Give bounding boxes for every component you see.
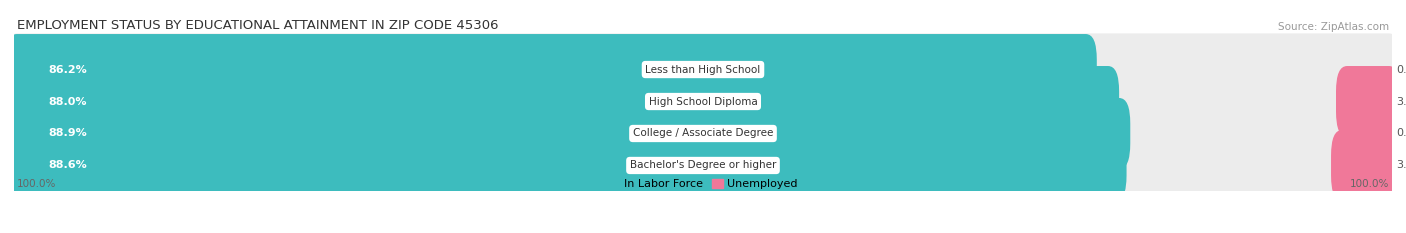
Text: 3.4%: 3.4% bbox=[1396, 96, 1406, 106]
Text: 86.2%: 86.2% bbox=[48, 65, 87, 75]
Text: 3.8%: 3.8% bbox=[1396, 161, 1406, 171]
Text: High School Diploma: High School Diploma bbox=[648, 96, 758, 106]
Text: 0.0%: 0.0% bbox=[1396, 128, 1406, 138]
Text: 100.0%: 100.0% bbox=[17, 178, 56, 188]
FancyBboxPatch shape bbox=[6, 130, 1126, 201]
FancyBboxPatch shape bbox=[6, 34, 1097, 105]
Text: 100.0%: 100.0% bbox=[1350, 178, 1389, 188]
Text: 0.0%: 0.0% bbox=[1396, 65, 1406, 75]
Text: 88.0%: 88.0% bbox=[48, 96, 87, 106]
FancyBboxPatch shape bbox=[6, 98, 1130, 169]
FancyBboxPatch shape bbox=[6, 65, 1400, 138]
Text: 88.9%: 88.9% bbox=[48, 128, 87, 138]
Text: College / Associate Degree: College / Associate Degree bbox=[633, 128, 773, 138]
FancyBboxPatch shape bbox=[6, 97, 1400, 170]
FancyBboxPatch shape bbox=[6, 33, 1400, 106]
Legend: In Labor Force, Unemployed: In Labor Force, Unemployed bbox=[603, 175, 803, 194]
Text: Bachelor's Degree or higher: Bachelor's Degree or higher bbox=[630, 161, 776, 171]
Text: Less than High School: Less than High School bbox=[645, 65, 761, 75]
FancyBboxPatch shape bbox=[6, 66, 1119, 137]
FancyBboxPatch shape bbox=[6, 129, 1400, 202]
Text: 88.6%: 88.6% bbox=[48, 161, 87, 171]
Text: EMPLOYMENT STATUS BY EDUCATIONAL ATTAINMENT IN ZIP CODE 45306: EMPLOYMENT STATUS BY EDUCATIONAL ATTAINM… bbox=[17, 19, 498, 32]
FancyBboxPatch shape bbox=[1331, 130, 1400, 201]
FancyBboxPatch shape bbox=[1336, 66, 1400, 137]
Text: Source: ZipAtlas.com: Source: ZipAtlas.com bbox=[1278, 22, 1389, 32]
